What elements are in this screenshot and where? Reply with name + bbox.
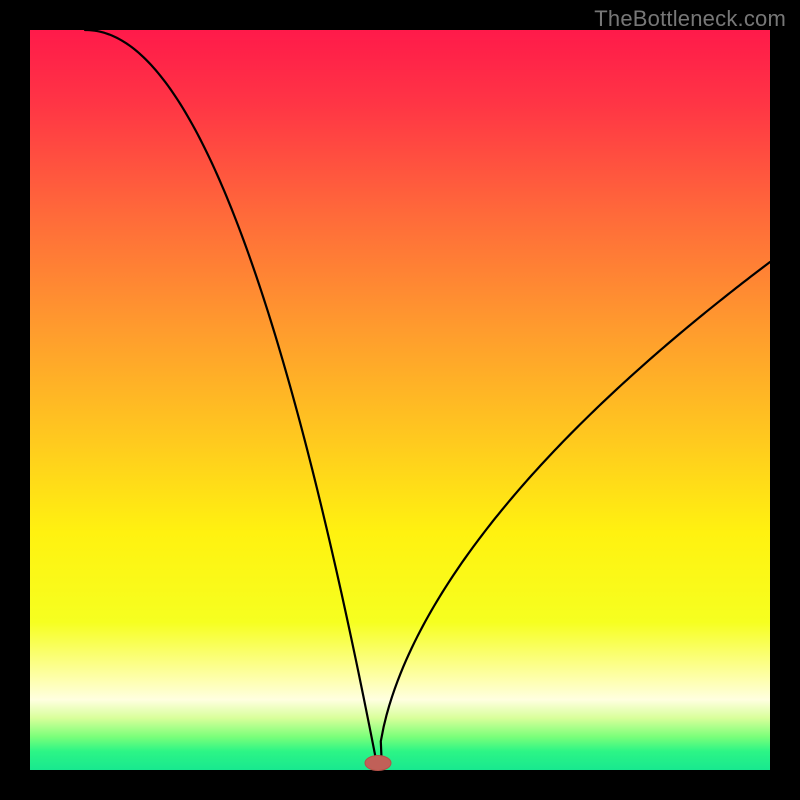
watermark-text: TheBottleneck.com [594,6,786,32]
gradient-background [30,30,770,770]
optimal-marker [365,756,391,771]
bottleneck-chart [0,0,800,800]
